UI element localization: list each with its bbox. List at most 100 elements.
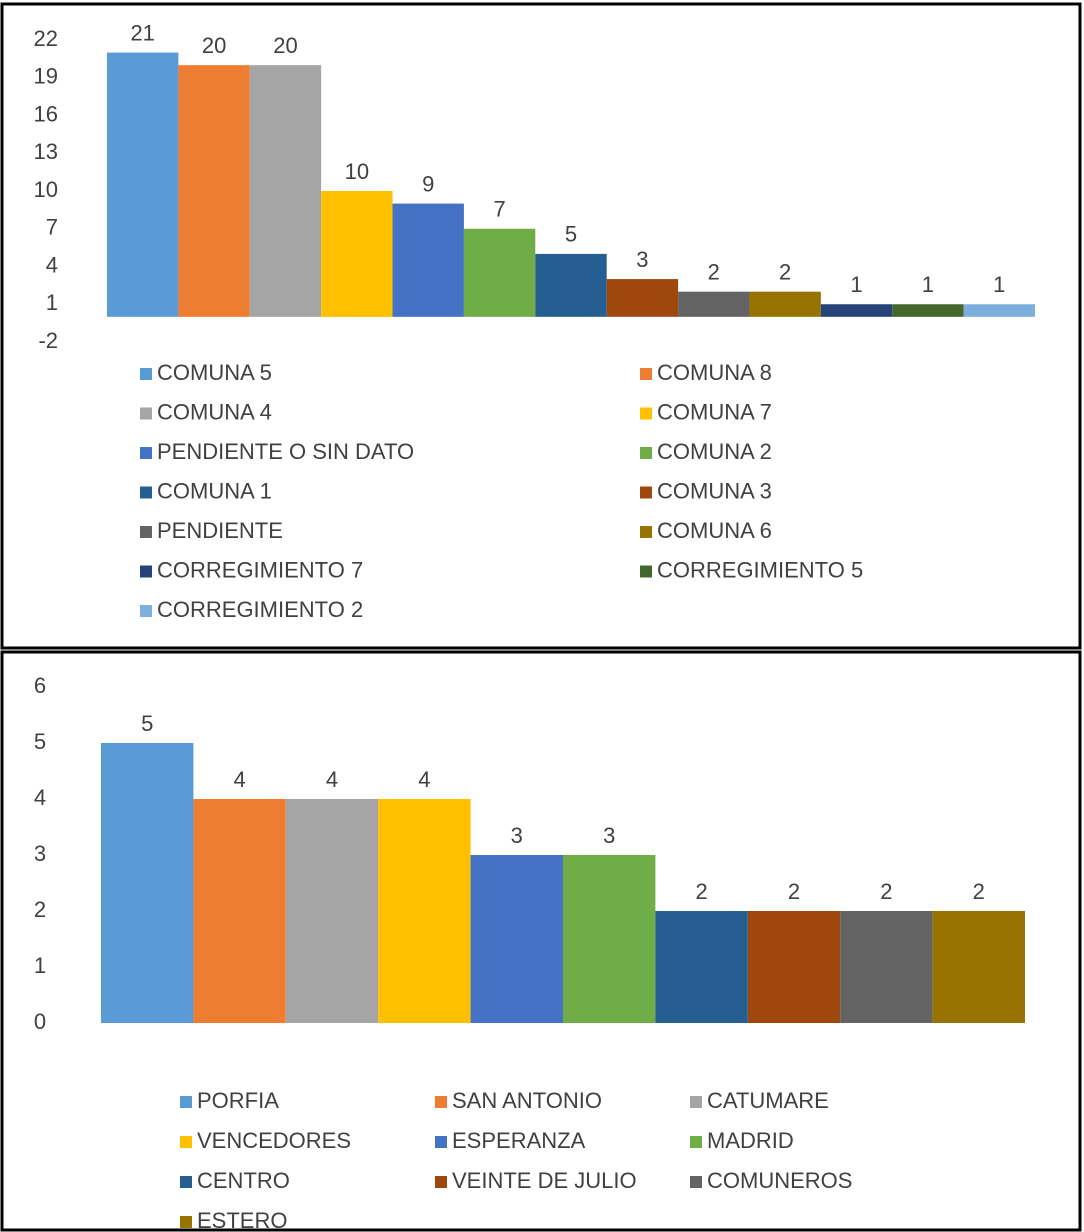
value-label: 5 (565, 222, 577, 247)
value-label: 1 (993, 272, 1005, 297)
y-tick-label: 16 (34, 101, 58, 126)
legend-swatch (180, 1176, 192, 1188)
value-label: 2 (880, 879, 892, 904)
value-label: 20 (273, 33, 297, 58)
legend-label: PENDIENTE (157, 518, 283, 543)
legend-label: COMUNA 5 (157, 360, 272, 385)
legend-swatch (180, 1136, 192, 1148)
bar (535, 253, 607, 317)
legend-swatch (640, 486, 652, 499)
legend-swatch (140, 407, 152, 420)
value-label: 21 (130, 20, 154, 45)
legend-label: COMUNA 4 (157, 399, 272, 424)
bar (470, 855, 563, 1023)
legend-label: CENTRO (197, 1168, 290, 1193)
value-label: 9 (422, 171, 434, 196)
legend-label: COMUNA 3 (657, 478, 772, 503)
bar (606, 279, 679, 317)
legend-label: CORREGIMIENTO 2 (157, 597, 363, 622)
value-label: 3 (511, 823, 523, 848)
bar (378, 799, 471, 1023)
legend-swatch (690, 1176, 702, 1188)
bar (193, 799, 286, 1023)
y-tick-label: -2 (38, 328, 58, 353)
bar (285, 799, 379, 1023)
value-label: 2 (695, 879, 707, 904)
legend-label: VEINTE DE JULIO (452, 1168, 637, 1193)
value-label: 3 (636, 247, 648, 272)
legend-swatch (640, 407, 652, 420)
value-label: 2 (708, 259, 720, 284)
y-tick-label: 22 (34, 26, 58, 51)
bar (107, 52, 179, 317)
bar (249, 65, 322, 317)
legend-label: CORREGIMIENTO 5 (657, 557, 863, 582)
legend-swatch (435, 1096, 447, 1108)
legend-label: ESTERO (197, 1208, 287, 1232)
legend-swatch (140, 447, 152, 459)
bar (678, 291, 750, 317)
bar (749, 291, 821, 317)
y-tick-label: 4 (34, 785, 46, 810)
value-label: 4 (326, 767, 338, 792)
legend-swatch (690, 1096, 702, 1108)
chart-frame (0, 2, 1082, 650)
legend-swatch (140, 526, 152, 538)
bar (963, 304, 1035, 317)
bar (463, 228, 536, 317)
legend-label: ESPERANZA (452, 1128, 586, 1153)
value-label: 2 (779, 259, 791, 284)
value-label: 2 (788, 879, 800, 904)
legend-swatch (690, 1136, 702, 1148)
value-label: 1 (922, 272, 934, 297)
legend-label: COMUNEROS (707, 1168, 852, 1193)
legend-label: COMUNA 8 (657, 360, 772, 385)
legend-swatch (435, 1136, 447, 1148)
bar (178, 65, 250, 317)
value-label: 3 (603, 823, 615, 848)
y-tick-label: 10 (34, 177, 58, 202)
bar (655, 911, 748, 1023)
legend-label: SAN ANTONIO (452, 1088, 602, 1113)
legend-label: PORFIA (197, 1088, 279, 1113)
y-tick-label: 13 (34, 139, 58, 164)
bar (321, 191, 393, 317)
bar (820, 304, 893, 317)
y-tick-label: 5 (34, 729, 46, 754)
y-tick-label: 1 (46, 290, 58, 315)
legend-swatch (180, 1216, 192, 1228)
value-label: 10 (345, 159, 369, 184)
bar (892, 304, 964, 317)
legend-label: COMUNA 7 (657, 399, 772, 424)
y-tick-label: 1 (34, 953, 46, 978)
legend-label: CATUMARE (707, 1088, 829, 1113)
legend-label: CORREGIMIENTO 7 (157, 557, 363, 582)
legend-swatch (435, 1176, 447, 1188)
bar (840, 911, 933, 1023)
chart-frame (0, 650, 1082, 1232)
bar (932, 911, 1025, 1023)
y-tick-label: 6 (34, 673, 46, 698)
bar (563, 855, 656, 1023)
legend-label: COMUNA 6 (657, 518, 772, 543)
legend-swatch (140, 565, 152, 578)
legend-label: COMUNA 2 (657, 439, 772, 464)
value-label: 5 (141, 711, 153, 736)
legend-label: VENCEDORES (197, 1128, 351, 1153)
legend-swatch (640, 447, 652, 459)
y-tick-label: 4 (46, 252, 58, 277)
legend-swatch (640, 368, 652, 380)
legend-swatch (140, 605, 152, 617)
bar (392, 203, 464, 317)
value-label: 4 (233, 767, 245, 792)
value-label: 20 (202, 33, 226, 58)
y-tick-label: 2 (34, 897, 46, 922)
legend-swatch (140, 368, 152, 380)
y-tick-label: 0 (34, 1009, 46, 1034)
y-tick-label: 3 (34, 841, 46, 866)
bar (101, 743, 194, 1023)
value-label: 4 (418, 767, 430, 792)
bar (747, 911, 841, 1023)
